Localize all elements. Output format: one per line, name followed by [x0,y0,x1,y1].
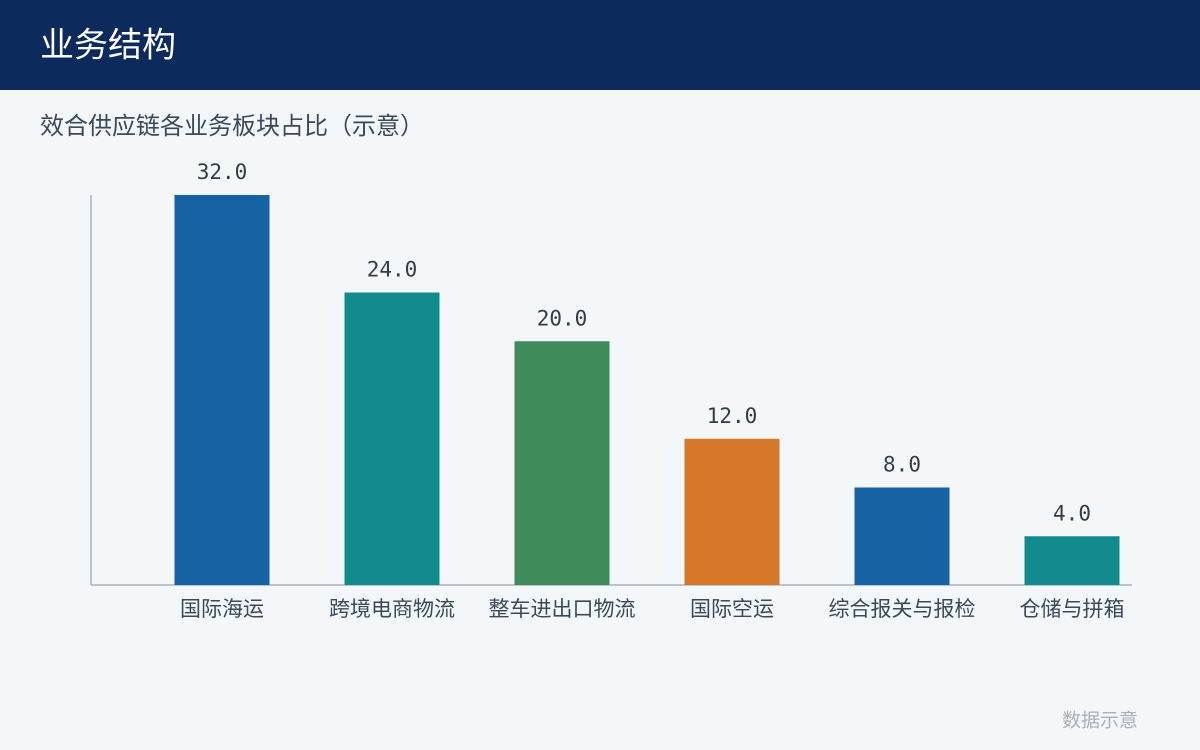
bar [174,195,270,585]
value-label: 4.0 [1053,501,1091,525]
footer-note: 数据示意 [1062,710,1138,732]
bar [684,438,780,585]
x-tick-label: 整车进出口物流 [489,597,636,621]
x-tick-label: 仓储与拼箱 [1020,597,1125,621]
value-label: 20.0 [537,306,588,330]
bar [854,487,950,585]
x-tick-label: 国际空运 [690,597,774,621]
bar [514,341,610,585]
value-label: 12.0 [707,404,758,428]
chart-title: 效合供应链各业务板块占比（示意） [40,112,424,140]
x-tick-label: 跨境电商物流 [329,597,455,621]
bar [1024,536,1120,585]
value-label: 8.0 [883,453,921,477]
header-bar [0,0,1200,90]
header-title: 业务结构 [40,26,176,66]
value-label: 24.0 [367,258,418,282]
value-label: 32.0 [197,160,248,184]
bar [344,292,440,585]
x-tick-label: 综合报关与报检 [829,597,976,621]
x-tick-label: 国际海运 [180,597,264,621]
